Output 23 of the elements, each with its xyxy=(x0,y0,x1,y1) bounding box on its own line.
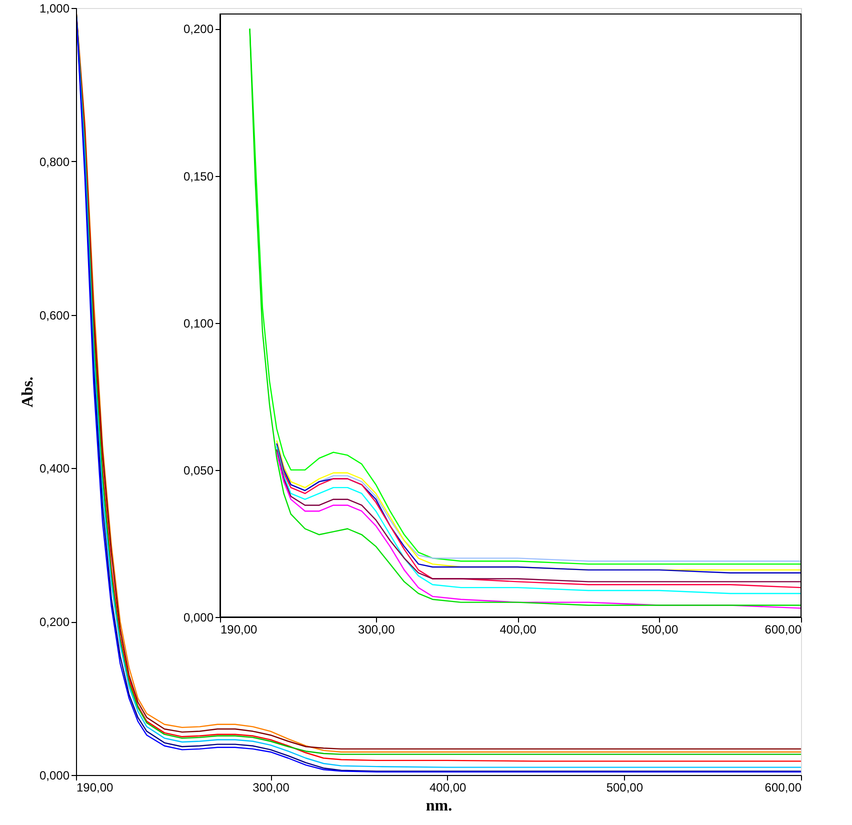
x-tick-label: 190,00 xyxy=(76,780,114,794)
y-tick-label: 0,100 xyxy=(183,316,214,330)
x-tick-label: 300,00 xyxy=(252,780,290,794)
x-tick-label: 300,00 xyxy=(358,622,396,636)
y-tick-label: 0,000 xyxy=(183,610,214,624)
x-tick-label: 600,00 xyxy=(764,622,802,636)
x-tick-label: 600,00 xyxy=(764,780,802,794)
x-tick-label: 190,00 xyxy=(220,622,258,636)
x-tick-label: 500,00 xyxy=(606,780,644,794)
y-tick-label: 0,800 xyxy=(39,154,70,169)
y-axis-title: Abs. xyxy=(19,376,36,408)
x-tick-label: 400,00 xyxy=(500,622,537,636)
y-tick-label: 1,000 xyxy=(39,2,70,16)
y-tick-label: 0,600 xyxy=(39,308,70,322)
x-tick-label: 500,00 xyxy=(641,622,678,636)
y-tick-label: 0,200 xyxy=(39,615,70,630)
y-tick-label: 0,050 xyxy=(183,463,214,478)
y-tick-label: 0,150 xyxy=(183,169,214,184)
y-tick-label: 0,200 xyxy=(183,22,214,36)
y-tick-label: 0,000 xyxy=(39,768,70,782)
y-tick-label: 0,400 xyxy=(39,462,70,476)
x-axis-title: nm. xyxy=(426,798,452,814)
x-tick-label: 400,00 xyxy=(429,780,467,794)
